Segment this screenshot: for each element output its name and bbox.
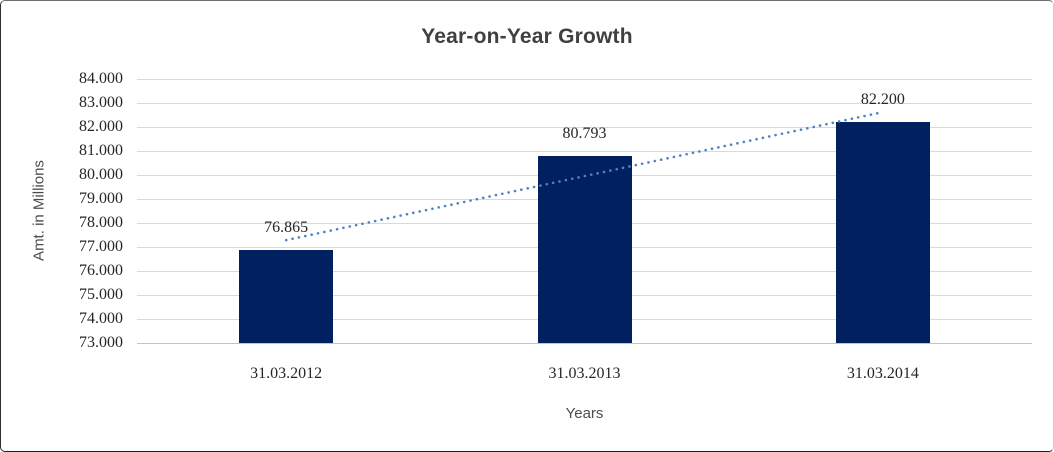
y-tick-label: 79.000 xyxy=(79,190,123,207)
gridline xyxy=(137,103,1032,104)
y-tick-label: 82.000 xyxy=(79,118,123,135)
y-tick-label: 81.000 xyxy=(79,142,123,159)
chart-title: Year-on-Year Growth xyxy=(421,25,633,48)
bar-data-label: 80.793 xyxy=(562,124,607,142)
x-tick-label: 31.03.2013 xyxy=(548,365,621,382)
bar xyxy=(239,250,334,343)
y-axis-title: Amt. in Millions xyxy=(30,160,48,261)
y-tick-label: 84.000 xyxy=(79,70,123,87)
y-tick-label: 74.000 xyxy=(79,310,123,327)
bar xyxy=(835,122,930,343)
gridline xyxy=(137,343,1032,344)
y-tick-label: 77.000 xyxy=(79,238,123,255)
bar-data-label: 76.865 xyxy=(264,219,309,237)
x-axis-title: Years xyxy=(565,405,604,422)
y-tick-label: 78.000 xyxy=(79,214,123,231)
bar xyxy=(537,155,632,343)
y-tick-label: 75.000 xyxy=(79,286,123,303)
x-tick-label: 31.03.2014 xyxy=(846,365,919,382)
y-tick-label: 76.000 xyxy=(79,262,123,279)
gridline xyxy=(137,79,1032,80)
y-tick-label: 83.000 xyxy=(79,94,123,111)
bar-data-label: 82.200 xyxy=(860,91,905,109)
y-tick-label: 80.000 xyxy=(79,166,123,183)
x-tick-label: 31.03.2012 xyxy=(250,365,323,382)
y-tick-label: 73.000 xyxy=(79,334,123,351)
